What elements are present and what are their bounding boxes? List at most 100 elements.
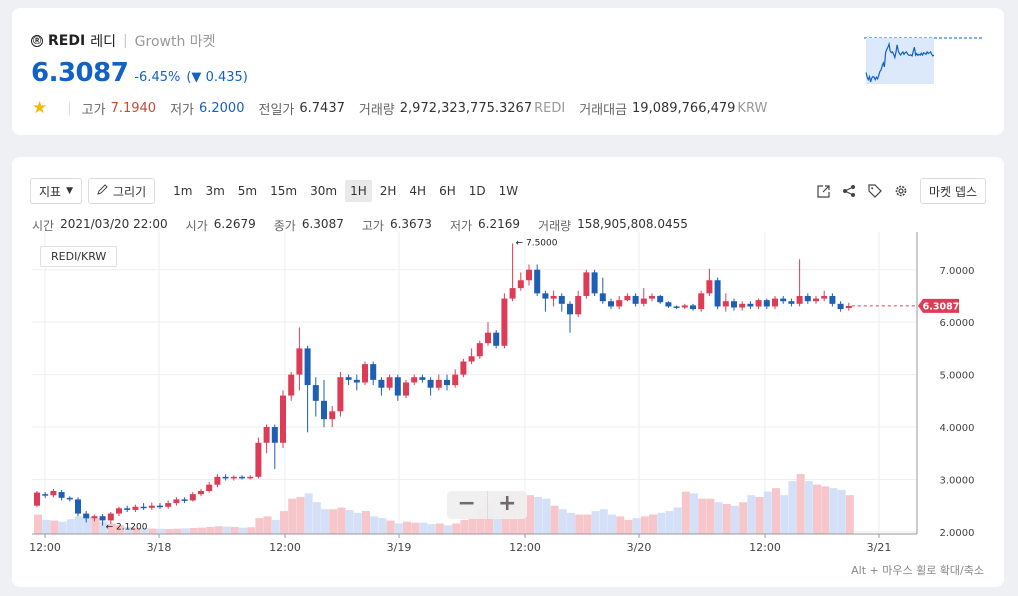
- coin-symbol: REDI: [48, 33, 86, 49]
- candle-body: [353, 379, 360, 383]
- candle-body: [34, 492, 40, 506]
- x-tick-label: 3/20: [627, 541, 652, 554]
- candle: [829, 293, 836, 307]
- candlestick-chart[interactable]: 7.0000 6.0000 5.0000 4.0000 3.0000 2.0000 12:0…: [12, 157, 1004, 587]
- candle: [681, 303, 688, 310]
- draw-button[interactable]: 그리기: [88, 178, 156, 204]
- settings-icon[interactable]: [894, 184, 908, 198]
- candle-body: [550, 295, 557, 299]
- candle-body: [157, 505, 163, 508]
- interval-tab-1m[interactable]: 1m: [173, 184, 193, 198]
- candle-body: [731, 301, 737, 308]
- candle-body: [116, 508, 122, 514]
- candle: [58, 489, 65, 501]
- candle-body: [165, 503, 172, 507]
- y-tick-label: 3.0000: [940, 475, 975, 486]
- candle: [788, 298, 795, 307]
- y-tick-label: 6.0000: [940, 318, 975, 329]
- mini-price-chart[interactable]: [864, 34, 984, 86]
- candle: [140, 503, 147, 510]
- volume-bar: [829, 488, 838, 534]
- candle: [542, 290, 549, 312]
- current-price: 6.3087: [31, 58, 129, 88]
- volume-bar: [230, 526, 239, 534]
- candle-body: [403, 382, 409, 396]
- high-label: 고가: [81, 102, 106, 118]
- volume-bar: [452, 523, 461, 534]
- x-tick-label: 3/21: [867, 541, 892, 554]
- candle-body: [124, 508, 131, 510]
- interval-tab-1d[interactable]: 1D: [468, 184, 486, 198]
- candle-body: [837, 303, 844, 310]
- volume-bar: [83, 517, 92, 534]
- interval-tab-15m[interactable]: 15m: [270, 184, 298, 198]
- popout-icon[interactable]: [816, 184, 830, 198]
- candle-body: [427, 379, 434, 388]
- x-tick-label: 3/19: [387, 541, 412, 554]
- candle-body: [558, 295, 565, 304]
- candle: [378, 377, 385, 396]
- candle: [173, 497, 180, 506]
- volume-bar: [42, 519, 51, 534]
- candle: [526, 264, 532, 286]
- candle: [665, 301, 672, 309]
- candle-body: [66, 497, 73, 500]
- volume-bar: [763, 491, 772, 534]
- volume-bar: [403, 521, 411, 534]
- divider: |: [67, 100, 72, 116]
- zoom-in-button[interactable]: +: [498, 491, 517, 516]
- candle: [255, 437, 262, 479]
- candle-body: [640, 298, 647, 304]
- volume-bar: [50, 520, 59, 534]
- interval-tab-3m[interactable]: 3m: [205, 184, 225, 198]
- y-tick-label: 7.0000: [940, 266, 975, 277]
- tag-icon[interactable]: [868, 184, 882, 198]
- interval-tab-30m[interactable]: 30m: [310, 184, 338, 198]
- volume-bar: [189, 528, 198, 534]
- interval-tab-1w[interactable]: 1W: [498, 184, 519, 198]
- candle-body: [321, 400, 327, 420]
- candle-body: [42, 494, 49, 496]
- volume-bar: [755, 496, 764, 534]
- candle: [337, 371, 344, 417]
- volume-bar: [821, 486, 830, 534]
- volume-bar: [558, 509, 567, 534]
- volume-bar: [772, 488, 780, 534]
- market-depth-button[interactable]: 마켓 뎁스: [920, 178, 986, 204]
- volume-bar: [534, 496, 543, 534]
- interval-tab-6h[interactable]: 6H: [439, 184, 456, 198]
- candle-body: [222, 476, 229, 479]
- volume-bar: [837, 489, 846, 534]
- zoom-out-button[interactable]: −: [447, 491, 488, 519]
- candle: [722, 293, 729, 312]
- volume-bar: [690, 493, 698, 534]
- candle: [517, 272, 524, 291]
- volume-bar: [312, 502, 321, 534]
- share-icon[interactable]: [842, 184, 856, 198]
- x-tick-label: 12:00: [749, 541, 781, 554]
- volume-bar: [747, 495, 756, 534]
- volume-bar: [591, 511, 600, 534]
- candle-body: [329, 411, 336, 420]
- mini-chart-line: [865, 41, 935, 83]
- candle: [747, 301, 754, 310]
- volume-bar: [239, 527, 247, 534]
- candle-body: [501, 298, 508, 346]
- candle: [427, 377, 434, 396]
- volume-bar: [460, 519, 469, 534]
- candle: [329, 406, 336, 428]
- volume-bar: [345, 510, 354, 534]
- star-icon[interactable]: ★: [32, 98, 48, 118]
- candle: [706, 268, 713, 296]
- volume-bar: [148, 528, 157, 534]
- indicator-button[interactable]: 지표 ▼: [30, 178, 83, 204]
- volume-bar: [804, 481, 813, 534]
- interval-tab-2h[interactable]: 2H: [379, 184, 397, 198]
- interval-tab-1h[interactable]: 1H: [345, 180, 372, 202]
- interval-tab-5m[interactable]: 5m: [237, 184, 258, 198]
- candle: [558, 293, 565, 312]
- candle-body: [788, 301, 795, 304]
- interval-tab-4h[interactable]: 4H: [409, 184, 427, 198]
- volume-bar: [181, 528, 190, 534]
- chart-tools: 마켓 뎁스: [816, 178, 986, 204]
